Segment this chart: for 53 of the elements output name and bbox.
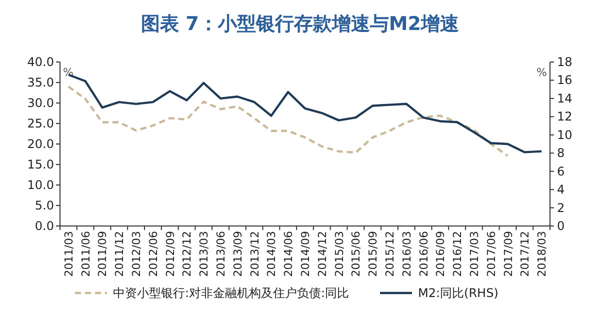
x-tick-label: 2017/06 xyxy=(484,231,498,277)
x-tick-label: 2013/12 xyxy=(248,231,262,277)
x-tick-label: 2013/03 xyxy=(198,231,211,277)
x-tick-label: 2017/09 xyxy=(502,231,515,277)
x-tick-label: 2014/06 xyxy=(282,231,296,277)
x-tick-label: 2012/09 xyxy=(164,231,177,277)
y-tick-label: 40.0 xyxy=(27,55,54,69)
x-tick-label: 2011/06 xyxy=(79,231,92,277)
y2-axis-title: % xyxy=(536,66,547,79)
y2-tick-label: 4 xyxy=(557,182,565,197)
x-tick-label: 2016/12 xyxy=(451,231,464,277)
x-tick-label: 2011/03 xyxy=(62,231,76,277)
x-tick-label: 2015/09 xyxy=(366,231,380,277)
x-tick-label: 2018/03 xyxy=(536,231,549,277)
y-tick-label: 20.0 xyxy=(27,137,54,151)
y-tick-label: 25.0 xyxy=(27,116,54,130)
x-tick-label: 2016/03 xyxy=(400,231,414,277)
y2-tick-label: 14 xyxy=(557,91,572,106)
x-tick-label: 2016/06 xyxy=(417,231,430,277)
x-tick-label: 2011/12 xyxy=(113,231,126,277)
y2-tick-label: 0 xyxy=(557,219,565,233)
x-tick-label: 2011/09 xyxy=(96,231,110,277)
x-tick-label: 2013/06 xyxy=(214,231,228,277)
line-series xyxy=(67,86,509,157)
y2-tick-label: 6 xyxy=(557,164,565,178)
y2-tick-label: 2 xyxy=(557,200,565,215)
x-tick-label: 2014/03 xyxy=(265,231,278,277)
y2-tick-label: 16 xyxy=(557,73,572,88)
legend-label: 中资小型银行:对非金融机构及住户负债:同比 xyxy=(113,286,350,300)
x-tick-label: 2015/06 xyxy=(350,231,363,277)
legend-label: M2:同比(RHS) xyxy=(418,286,498,300)
x-tick-label: 2012/03 xyxy=(130,231,144,277)
x-tick-label: 2015/12 xyxy=(383,231,396,277)
chart-title: 图表 7：小型银行存款增速与M2增速 xyxy=(141,13,459,35)
x-tick-label: 2013/09 xyxy=(231,231,244,277)
y2-tick-label: 18 xyxy=(557,55,572,69)
y-tick-label: 0.0 xyxy=(34,219,54,233)
y2-tick-label: 8 xyxy=(557,146,565,160)
x-tick-label: 2016/09 xyxy=(434,231,448,277)
y2-tick-label: 10 xyxy=(557,128,572,142)
x-tick-label: 2014/12 xyxy=(316,231,329,277)
y-tick-label: 10.0 xyxy=(27,178,54,192)
y-tick-label: 30.0 xyxy=(27,96,54,110)
y-tick-label: 35.0 xyxy=(27,76,54,90)
x-tick-label: 2017/03 xyxy=(468,231,481,277)
x-tick-label: 2017/12 xyxy=(518,231,532,277)
x-tick-label: 2014/09 xyxy=(299,231,312,277)
y-tick-label: 5.0 xyxy=(34,198,54,212)
x-tick-label: 2015/03 xyxy=(332,231,346,277)
x-tick-label: 2012/06 xyxy=(146,231,160,277)
x-tick-label: 2012/12 xyxy=(180,231,194,277)
y2-tick-label: 12 xyxy=(557,110,572,124)
y-tick-label: 15.0 xyxy=(27,158,54,172)
